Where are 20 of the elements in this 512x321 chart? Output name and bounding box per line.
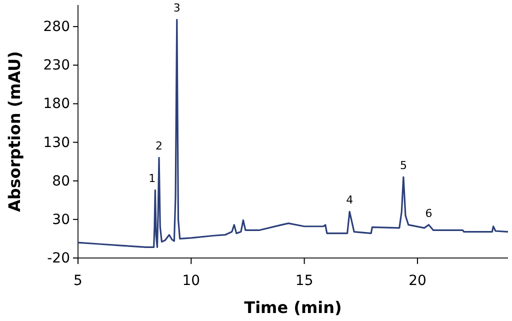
y-tick-label: -20 <box>47 250 70 266</box>
y-tick-label: 230 <box>43 58 70 74</box>
x-axis-title: Time (min) <box>244 298 342 317</box>
x-tick-label: 20 <box>408 273 426 290</box>
x-tick-label: 15 <box>295 273 314 290</box>
annotation: 4 <box>346 194 354 207</box>
y-tick-label: 280 <box>43 19 70 36</box>
x-tick-label: 10 <box>182 273 200 290</box>
annotation: 2 <box>156 140 163 153</box>
y-tick-label: 180 <box>43 96 70 112</box>
x-tick-label: 5 <box>74 273 82 290</box>
annotation: 3 <box>173 2 180 15</box>
annotation: 6 <box>425 206 432 220</box>
y-tick-label: 30 <box>52 212 70 228</box>
y-axis-title: Absorption (mAU) <box>5 51 24 212</box>
line-series <box>77 18 509 248</box>
y-tick-label: 80 <box>52 173 70 190</box>
annotation: 1 <box>148 172 156 186</box>
y-tick-label: 130 <box>43 134 70 151</box>
annotation: 5 <box>400 159 407 172</box>
